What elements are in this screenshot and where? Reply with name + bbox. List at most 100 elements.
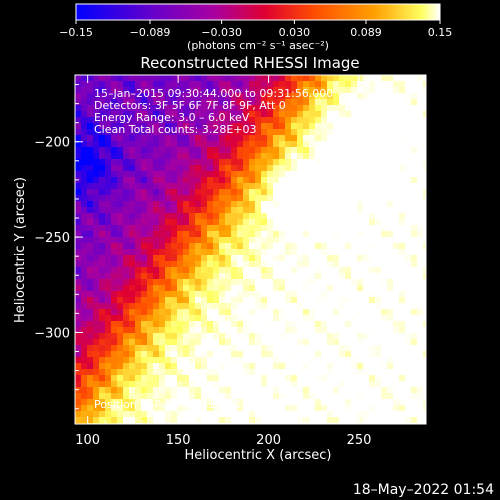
heatmap-cell xyxy=(393,411,400,418)
heatmap-cell xyxy=(81,399,88,406)
heatmap-cell xyxy=(87,75,94,82)
heatmap-cell xyxy=(321,189,328,196)
heatmap-cell xyxy=(81,303,88,310)
heatmap-cell xyxy=(261,255,268,262)
heatmap-cell xyxy=(135,123,142,130)
heatmap-cell xyxy=(171,303,178,310)
heatmap-cell xyxy=(213,399,220,406)
heatmap-cell xyxy=(405,261,412,268)
heatmap-cell xyxy=(393,285,400,292)
heatmap-cell xyxy=(87,147,94,154)
heatmap-cell xyxy=(87,297,94,304)
heatmap-cell xyxy=(147,111,154,118)
heatmap-cell xyxy=(195,165,202,172)
heatmap-cell xyxy=(321,75,328,82)
heatmap-cell xyxy=(171,225,178,232)
heatmap-cell xyxy=(117,315,124,322)
heatmap-cell xyxy=(255,351,262,358)
heatmap-cell xyxy=(273,243,280,250)
heatmap-cell xyxy=(417,363,424,370)
heatmap-cell xyxy=(111,393,118,400)
heatmap-cell xyxy=(165,99,172,106)
heatmap-cell xyxy=(309,237,316,244)
heatmap-cell xyxy=(117,135,124,142)
heatmap-cell xyxy=(333,87,340,94)
heatmap-cell xyxy=(357,351,364,358)
heatmap-cell xyxy=(225,369,232,376)
heatmap-cell xyxy=(399,321,406,328)
heatmap-cell xyxy=(393,267,400,274)
heatmap-cell xyxy=(225,291,232,298)
heatmap-cell xyxy=(249,165,256,172)
heatmap-cell xyxy=(75,213,82,220)
heatmap-cell xyxy=(267,237,274,244)
heatmap-cell xyxy=(375,207,382,214)
heatmap-cell xyxy=(201,177,208,184)
heatmap-cell xyxy=(177,93,184,100)
heatmap-cell xyxy=(405,363,412,370)
heatmap-cell xyxy=(297,375,304,382)
heatmap-cell xyxy=(387,135,394,142)
heatmap-cell xyxy=(393,219,400,226)
heatmap-cell xyxy=(81,297,88,304)
heatmap-cell xyxy=(225,411,232,418)
heatmap-cell xyxy=(399,375,406,382)
heatmap-cell xyxy=(189,261,196,268)
heatmap-cell xyxy=(75,381,82,388)
heatmap-cell xyxy=(423,393,426,400)
heatmap-cell xyxy=(207,219,214,226)
heatmap-cell xyxy=(309,393,316,400)
heatmap-cell xyxy=(81,333,88,340)
heatmap-cell xyxy=(123,363,130,370)
heatmap-cell xyxy=(141,399,148,406)
heatmap-cell xyxy=(201,195,208,202)
heatmap-cell xyxy=(189,183,196,190)
heatmap-cell xyxy=(231,105,238,112)
heatmap-cell xyxy=(147,231,154,238)
heatmap-cell xyxy=(171,297,178,304)
heatmap-cell xyxy=(297,303,304,310)
heatmap-cell xyxy=(189,345,196,352)
heatmap-cell xyxy=(309,99,316,106)
heatmap-cell xyxy=(291,129,298,136)
heatmap-cell xyxy=(327,303,334,310)
heatmap-cell xyxy=(165,363,172,370)
heatmap-cell xyxy=(201,285,208,292)
heatmap-cell xyxy=(201,159,208,166)
heatmap-cell xyxy=(297,243,304,250)
heatmap-cell xyxy=(303,183,310,190)
heatmap-cell xyxy=(93,405,100,412)
heatmap-cell xyxy=(195,381,202,388)
heatmap-cell xyxy=(225,381,232,388)
heatmap-cell xyxy=(207,249,214,256)
heatmap-cell xyxy=(159,393,166,400)
heatmap-cell xyxy=(285,87,292,94)
heatmap-cell xyxy=(159,411,166,418)
heatmap-cell xyxy=(399,75,406,82)
heatmap-cell xyxy=(279,141,286,148)
heatmap-cell xyxy=(303,207,310,214)
heatmap-cell xyxy=(75,249,82,256)
heatmap-cell xyxy=(417,417,424,424)
heatmap-cell xyxy=(393,387,400,394)
heatmap-cell xyxy=(87,291,94,298)
heatmap-cell xyxy=(363,99,370,106)
heatmap-cell xyxy=(303,309,310,316)
heatmap-cell xyxy=(177,261,184,268)
heatmap-cell xyxy=(267,399,274,406)
heatmap-cell xyxy=(141,333,148,340)
heatmap-cell xyxy=(381,273,388,280)
heatmap-cell xyxy=(411,87,418,94)
heatmap-cell xyxy=(75,255,82,262)
heatmap-cell xyxy=(267,417,274,424)
heatmap-cell xyxy=(219,75,226,82)
heatmap-cell xyxy=(261,81,268,88)
heatmap-cell xyxy=(387,321,394,328)
heatmap-cell xyxy=(93,93,100,100)
heatmap-cell xyxy=(345,339,352,346)
heatmap-cell xyxy=(327,87,334,94)
heatmap-cell xyxy=(255,321,262,328)
heatmap-cell xyxy=(291,297,298,304)
heatmap-cell xyxy=(231,207,238,214)
heatmap-cell xyxy=(129,309,136,316)
